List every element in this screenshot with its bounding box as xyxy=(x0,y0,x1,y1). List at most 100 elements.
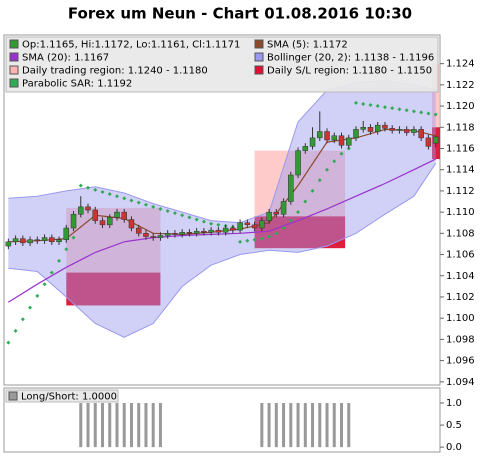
bar xyxy=(332,403,336,448)
bollinger-band xyxy=(8,80,436,338)
sar-dot xyxy=(180,213,185,218)
candle-body xyxy=(396,129,403,131)
sar-dot xyxy=(419,110,424,115)
candle-body xyxy=(179,232,185,235)
sar-dot xyxy=(411,109,416,114)
legend-swatch xyxy=(9,52,19,62)
sar-dot xyxy=(382,105,387,110)
sar-dot xyxy=(28,305,33,310)
candle-body xyxy=(411,129,417,133)
candle-body xyxy=(193,230,200,234)
candle-body xyxy=(41,237,48,242)
sar-dot xyxy=(93,187,98,192)
candle-body xyxy=(63,227,70,240)
sar-dot xyxy=(361,101,366,106)
sar-dot xyxy=(129,198,134,203)
legend-label: SMA (5): 1.1172 xyxy=(267,40,348,51)
candle-body xyxy=(331,135,338,141)
candle-body xyxy=(5,241,12,247)
legend-swatch xyxy=(9,65,19,75)
candle-body xyxy=(309,137,316,147)
candle-body xyxy=(135,227,142,234)
candle-body xyxy=(418,129,424,139)
sar-dot xyxy=(310,188,315,193)
legend-swatch xyxy=(9,39,19,49)
sar-dot xyxy=(433,112,438,117)
candle-body xyxy=(374,124,381,132)
candle-body xyxy=(382,124,388,129)
y-tick-label: 0.0 xyxy=(446,442,462,453)
sar-dot xyxy=(288,218,293,223)
candle-body xyxy=(367,127,374,132)
bar xyxy=(303,403,307,448)
candle-body xyxy=(222,227,229,233)
trading-region xyxy=(432,63,440,128)
y-tick-label: 1.094 xyxy=(446,377,475,388)
bar xyxy=(93,403,97,448)
y-tick-label: 1.114 xyxy=(446,165,475,176)
candle-body xyxy=(27,239,33,244)
sar-dot xyxy=(187,215,192,220)
y-tick-label: 1.106 xyxy=(446,250,475,261)
legend-label: Bollinger (20, 2): 1.1138 - 1.1196 xyxy=(267,53,434,64)
sar-dot xyxy=(209,221,214,226)
bar xyxy=(340,403,344,448)
y-tick-label: 1.122 xyxy=(446,80,475,91)
trading-region xyxy=(66,207,161,273)
sar-dot xyxy=(252,237,257,242)
candle-body xyxy=(78,206,84,215)
sar-dot xyxy=(375,104,380,109)
candle-body xyxy=(121,211,127,220)
sar-dot xyxy=(122,196,127,201)
sar-dot xyxy=(165,209,170,214)
sar-dot xyxy=(114,194,119,199)
sar-dot xyxy=(20,317,25,322)
bar xyxy=(282,403,286,448)
bar xyxy=(108,403,112,448)
sar-dot xyxy=(245,238,250,243)
sar-dot xyxy=(332,159,337,164)
candle-body xyxy=(56,239,62,243)
sar-dot xyxy=(216,222,221,227)
candle-body xyxy=(172,233,178,235)
y-tick-label: 1.118 xyxy=(446,122,475,133)
candle-body xyxy=(432,136,439,144)
y-tick-label: 1.0 xyxy=(446,398,462,409)
y-tick-label: 1.124 xyxy=(446,59,475,70)
bar xyxy=(122,403,126,448)
candle-body xyxy=(345,137,352,146)
candle-body xyxy=(106,217,113,226)
candle-body xyxy=(20,238,26,244)
candle-body xyxy=(143,233,149,237)
bar xyxy=(289,403,293,448)
sar-dot xyxy=(6,340,11,345)
sar-dot xyxy=(390,106,395,111)
bar xyxy=(311,403,315,448)
candle-body xyxy=(288,174,294,202)
candle-body xyxy=(295,150,301,176)
candle-body xyxy=(128,219,135,229)
bar xyxy=(274,403,278,448)
candle-body xyxy=(114,211,120,218)
sar-dot xyxy=(57,258,62,263)
sar-dot xyxy=(339,151,344,156)
sar-dot xyxy=(13,328,18,333)
legend-box xyxy=(5,36,439,93)
candle-body xyxy=(273,211,280,215)
sar-dot xyxy=(274,231,279,236)
y-tick-label: 1.102 xyxy=(446,292,475,303)
y-tick-label: 1.098 xyxy=(446,334,475,345)
candle-body xyxy=(49,237,55,243)
y-tick-label: 1.120 xyxy=(446,101,475,112)
candle-body xyxy=(70,213,77,229)
sar-dot xyxy=(353,100,358,105)
sar-dot xyxy=(158,206,163,211)
legend-label: Parabolic SAR: 1.1192 xyxy=(22,79,132,90)
y-tick-label: 1.108 xyxy=(446,228,475,239)
legend-swatch xyxy=(9,78,19,88)
y-tick-label: 1.096 xyxy=(446,356,475,367)
legend-label: SMA (20): 1.1167 xyxy=(22,53,109,64)
legend-label: Daily S/L region: 1.1180 - 1.1150 xyxy=(267,66,432,77)
